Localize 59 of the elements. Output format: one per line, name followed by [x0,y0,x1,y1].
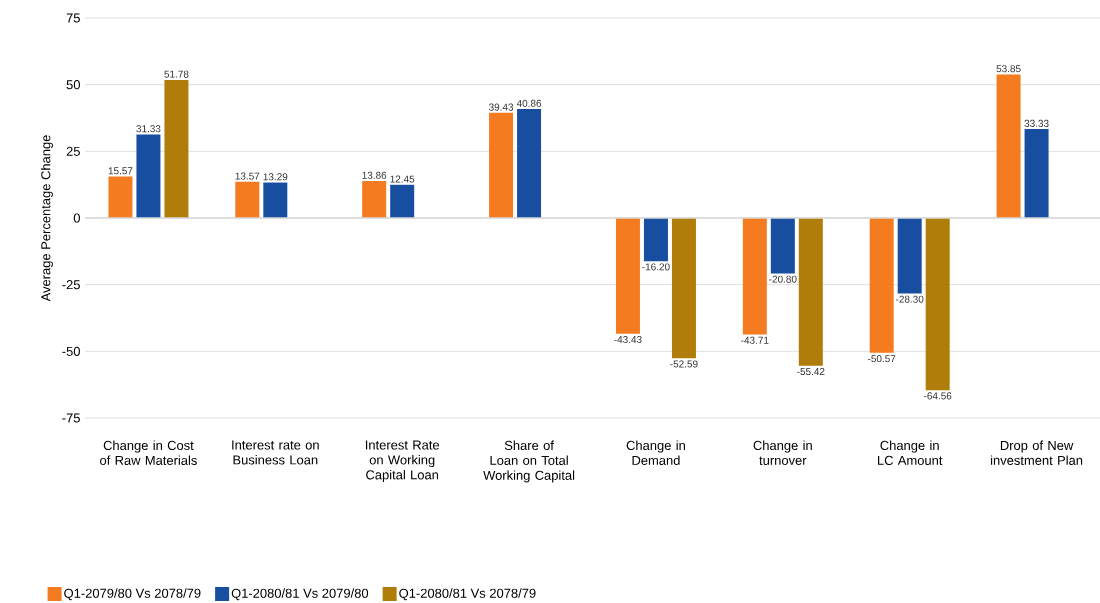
data-label: -64.56 [924,392,952,400]
bar [362,181,387,218]
y-tick-label: 75 [66,13,80,23]
data-label: -28.30 [896,295,924,303]
data-label: -43.43 [614,336,642,344]
data-label: -43.71 [741,336,769,344]
data-label: 53.85 [996,65,1021,73]
bar [136,134,161,218]
data-label: 51.78 [164,70,189,78]
data-label: -52.59 [670,360,698,368]
x-tick-label: Change in Demand [626,440,685,465]
bar [671,218,696,359]
bar [489,112,514,218]
legend-label: Q1-2079/80 Vs 2078/79 [64,588,201,601]
bar [869,218,894,353]
data-label: -16.20 [642,263,670,271]
legend-label: Q1-2080/81 Vs 2079/80 [231,588,369,601]
x-tick-label: Interest Rate on Working Capital Loan [365,440,440,482]
y-tick-label: 25 [66,146,80,156]
x-tick-label: Share of Loan on Total Working Capital [483,440,575,483]
x-tick-label: Change in turnover [753,440,812,465]
x-tick-label: Change in LC Amount [878,440,943,465]
data-label: 40.86 [516,99,542,107]
bar [1024,129,1049,218]
bar [897,218,922,294]
data-label: 33.33 [1024,119,1049,127]
bar [263,182,288,218]
data-label: -55.42 [797,367,825,376]
bar [615,218,640,334]
bar [798,218,823,366]
x-tick-label: Interest rate on Business Loan [232,440,319,465]
bar [108,176,133,218]
data-label: 13.29 [263,173,288,181]
x-tick-label: Change in Cost of Raw Materials [100,440,197,465]
bar [390,184,415,218]
data-label: 13.86 [362,171,387,179]
data-label: 31.33 [136,125,161,133]
bar [517,109,542,218]
bar [742,218,767,335]
x-tick-label: Drop of New investment Plan [990,440,1083,465]
y-tick-label: 50 [66,80,80,90]
bar [996,74,1021,218]
data-label: 15.57 [108,167,133,175]
bar [643,218,668,262]
bar [235,181,260,218]
data-label: -50.57 [868,355,896,363]
bar [164,79,189,218]
data-label: 39.43 [488,103,514,111]
legend-label: Q1-2080/81 Vs 2078/79 [399,588,536,601]
y-axis-title: Average Percentage Change [40,135,53,302]
bar [770,218,795,274]
y-tick-label: 0 [73,213,80,223]
y-tick-label: -75 [62,413,80,423]
y-tick-label: -50 [62,346,80,356]
bar [925,218,950,391]
y-tick-label: -25 [62,280,80,290]
data-label: -20.80 [769,275,797,283]
data-label: 13.57 [235,172,260,180]
data-label: 12.45 [390,175,415,183]
